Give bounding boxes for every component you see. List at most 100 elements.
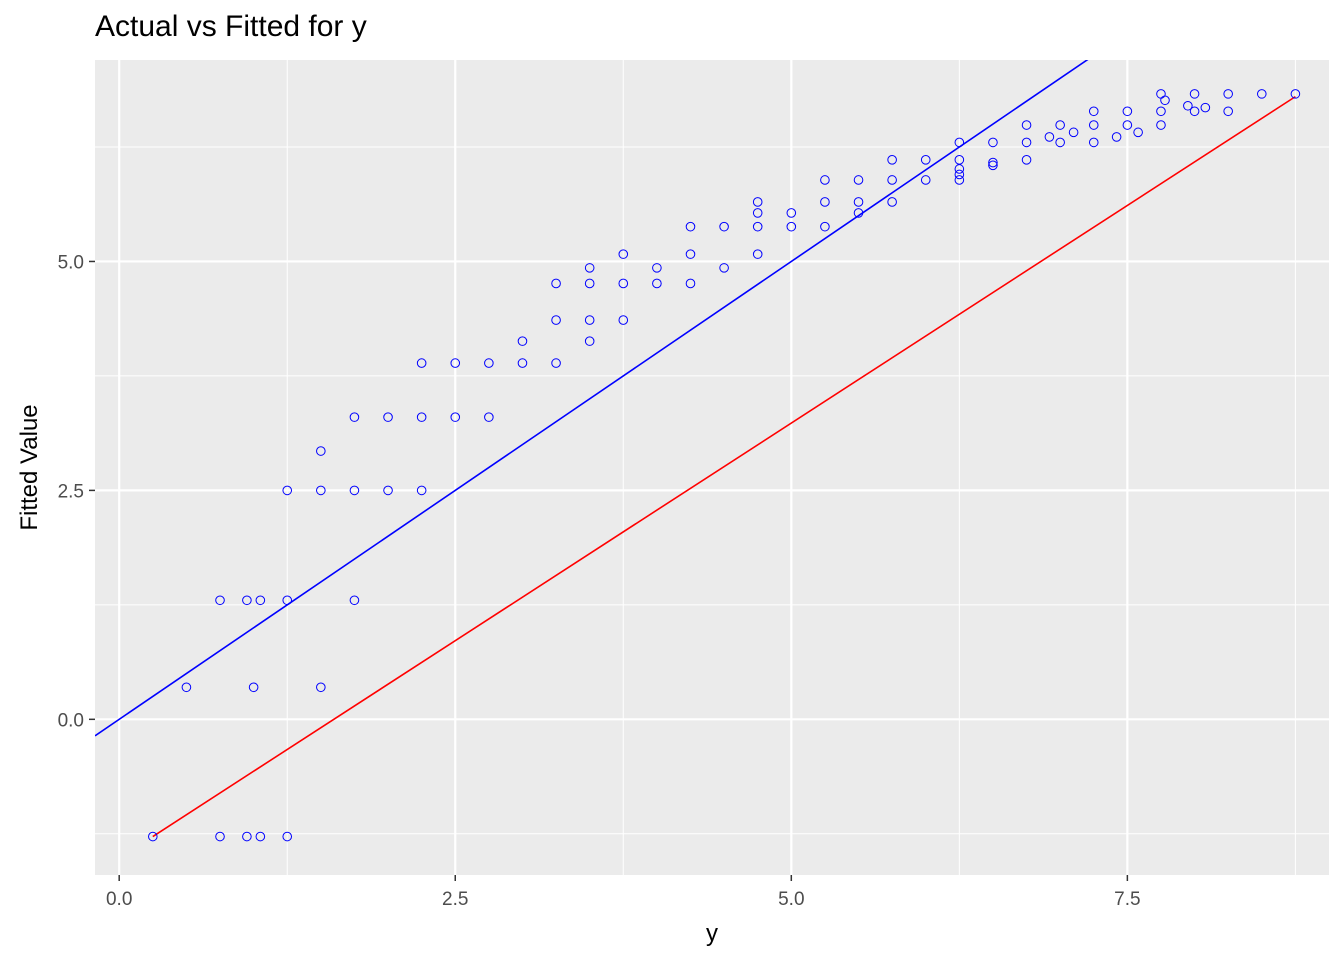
data-point <box>316 446 326 456</box>
data-point <box>148 831 158 842</box>
data-point <box>584 336 595 346</box>
data-point <box>752 208 763 218</box>
data-point <box>954 164 965 174</box>
data-point <box>1156 120 1166 130</box>
data-point <box>255 831 266 842</box>
data-point <box>853 197 864 207</box>
data-point <box>887 155 897 165</box>
data-point <box>1021 155 1032 165</box>
data-point <box>416 358 427 368</box>
data-point <box>1189 106 1200 117</box>
data-point <box>349 412 360 422</box>
data-point <box>1189 89 1200 99</box>
data-point <box>1044 132 1055 142</box>
data-point <box>584 315 595 325</box>
y-tick-label: 5.0 <box>58 252 84 273</box>
chart-title: Actual vs Fitted for y <box>95 10 367 43</box>
data-point <box>1055 137 1065 148</box>
data-point <box>242 831 252 842</box>
data-point <box>1256 89 1267 99</box>
data-point <box>853 175 864 185</box>
data-point <box>316 485 326 496</box>
data-point <box>282 485 293 496</box>
data-point <box>1021 120 1032 130</box>
data-point <box>416 412 427 422</box>
data-point <box>1111 132 1122 142</box>
data-point <box>752 197 763 207</box>
data-point <box>248 682 259 693</box>
data-point <box>1183 100 1193 111</box>
data-point <box>551 315 561 325</box>
data-point <box>853 208 864 218</box>
data-point <box>652 263 662 273</box>
data-point <box>786 221 797 232</box>
data-point <box>954 169 965 180</box>
data-point <box>719 221 729 232</box>
data-point <box>1088 120 1099 130</box>
data-point <box>349 595 360 606</box>
data-point <box>255 595 266 606</box>
x-tick-label: 7.5 <box>1114 889 1140 910</box>
data-point <box>1021 137 1032 148</box>
data-point <box>954 137 965 148</box>
data-point <box>316 682 326 693</box>
data-point <box>215 831 225 842</box>
plot-panel <box>95 60 1329 875</box>
data-point <box>954 155 965 165</box>
data-point <box>1200 102 1211 113</box>
x-tick-label: 5.0 <box>778 889 804 910</box>
data-point <box>618 278 629 289</box>
data-point <box>752 221 763 232</box>
y-axis-ticks: 0.0 2.5 5.0 <box>58 252 95 731</box>
data-point <box>719 263 729 273</box>
data-point <box>215 595 225 606</box>
data-point <box>887 175 897 185</box>
data-point <box>1088 137 1099 148</box>
data-point <box>450 412 461 422</box>
data-point <box>1088 106 1099 117</box>
data-point <box>820 197 830 207</box>
y-tick-label: 2.5 <box>58 481 84 502</box>
data-point <box>820 175 830 185</box>
x-axis-label: y <box>706 920 718 947</box>
data-points <box>148 89 1301 842</box>
data-point <box>920 175 931 185</box>
data-point <box>618 315 629 325</box>
data-point <box>685 249 696 259</box>
data-point <box>887 197 897 207</box>
reference-line-blue <box>95 60 1089 737</box>
data-point <box>484 412 494 422</box>
data-point <box>1055 120 1065 130</box>
data-point <box>584 263 595 273</box>
data-point <box>1122 120 1133 130</box>
data-point <box>484 358 494 368</box>
data-point <box>752 249 763 259</box>
y-tick-label: 0.0 <box>58 710 84 731</box>
data-point <box>820 221 830 232</box>
reference-line-red <box>152 95 1296 838</box>
data-point <box>988 157 998 168</box>
data-point <box>517 358 528 368</box>
data-point <box>383 412 393 422</box>
data-point <box>954 175 965 185</box>
grid-lines <box>95 60 1329 875</box>
data-point <box>1290 89 1301 99</box>
data-point <box>652 278 662 289</box>
data-point <box>685 278 696 289</box>
y-axis-label: Fitted Value <box>16 404 43 530</box>
x-tick-label: 2.5 <box>442 889 468 910</box>
data-point <box>517 336 528 346</box>
data-point <box>988 137 998 148</box>
data-point <box>282 595 293 606</box>
data-point <box>349 485 360 496</box>
data-point <box>450 358 461 368</box>
data-point <box>551 358 561 368</box>
data-point <box>282 831 293 842</box>
data-point <box>584 278 595 289</box>
data-point <box>416 485 427 496</box>
data-point <box>1133 127 1143 138</box>
data-point <box>618 249 629 259</box>
data-point <box>1223 89 1233 99</box>
data-point <box>1068 127 1079 138</box>
